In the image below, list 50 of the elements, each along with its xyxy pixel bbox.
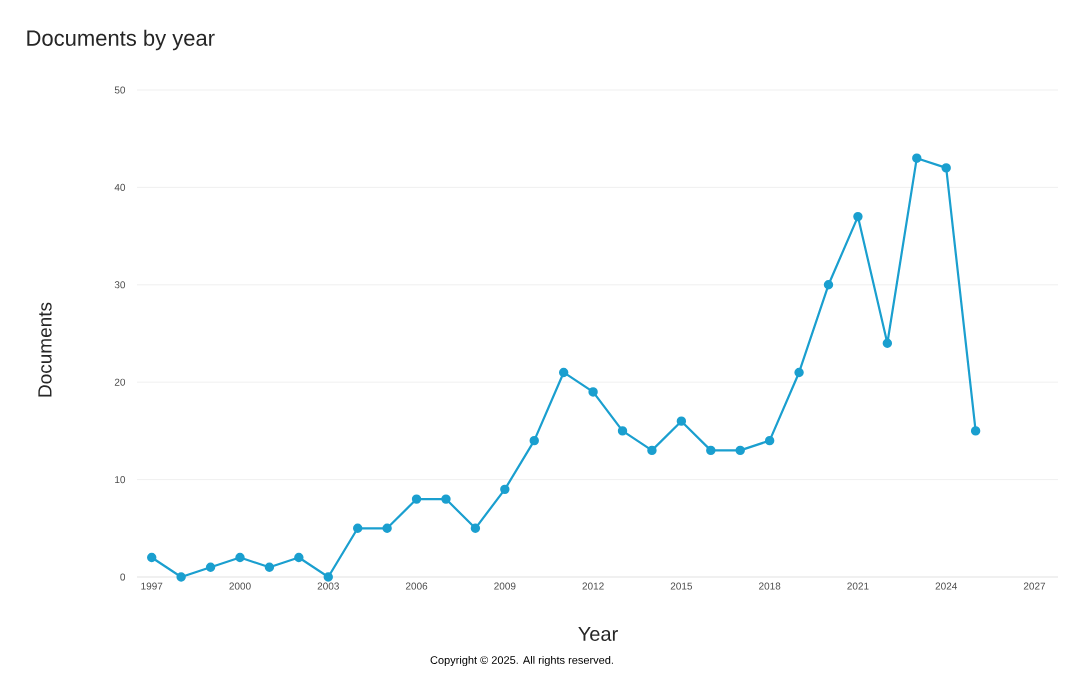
point: [706, 445, 716, 456]
point: [794, 367, 804, 378]
point: [500, 484, 510, 495]
y-tick-label: 10: [115, 476, 126, 484]
point: [441, 494, 451, 504]
x-tick-label: 2015: [670, 582, 693, 590]
point: [588, 387, 598, 397]
point: [176, 572, 186, 582]
point: [676, 416, 687, 426]
y-tick-label: 40: [114, 183, 126, 191]
x-tick-label: 1997: [141, 582, 163, 590]
point: [764, 435, 775, 446]
point: [882, 338, 893, 348]
x-axis-title: Year: [578, 627, 618, 641]
point: [970, 426, 981, 436]
point: [853, 211, 863, 222]
point: [617, 426, 628, 436]
point: [411, 494, 422, 504]
x-tick-label: 2006: [405, 582, 428, 590]
point: [352, 523, 363, 533]
x-tick-label: 2027: [1023, 582, 1046, 590]
point: [205, 562, 216, 572]
point: [235, 552, 245, 563]
x-tick-label: 2012: [582, 582, 604, 590]
point: [323, 572, 333, 582]
point: [941, 163, 951, 173]
x-tick-label: 2018: [759, 582, 781, 590]
point: [823, 280, 834, 290]
point: [147, 552, 157, 563]
point: [735, 445, 745, 456]
point: [529, 435, 539, 446]
y-tick-label: 30: [114, 281, 126, 289]
x-tick-label: 2009: [494, 582, 516, 590]
text: Copyright © 2025. All rights reserved.: [430, 655, 613, 667]
x-tick-label: 2003: [317, 582, 339, 590]
x-tick-label: 2024: [935, 582, 958, 590]
y-axis-title: Documents: [38, 302, 52, 397]
point: [294, 552, 304, 563]
point: [912, 153, 922, 163]
y-tick-label: 50: [114, 86, 126, 94]
y-tick-label: 0: [120, 573, 126, 581]
point: [264, 562, 275, 572]
y-tick-label: 20: [114, 378, 126, 386]
x-tick-label: 2021: [847, 582, 869, 590]
chart-title: Documents by year: [27, 29, 215, 51]
point: [647, 445, 657, 456]
point: [558, 367, 569, 378]
point: [470, 523, 481, 533]
x-tick-label: 2000: [229, 582, 251, 590]
point: [382, 523, 392, 533]
